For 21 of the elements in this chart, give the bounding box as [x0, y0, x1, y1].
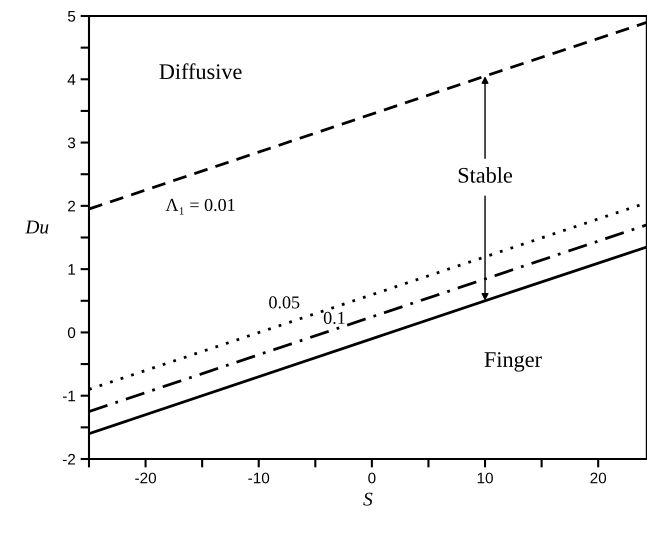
y-tick-label: 4 — [68, 74, 76, 85]
annotation: Diffusive — [159, 63, 242, 80]
y-tick-label: -1 — [62, 390, 76, 402]
y-tick-label: 0 — [68, 327, 76, 338]
x-tick-label: 20 — [590, 472, 606, 484]
x-axis-title: S — [363, 492, 372, 506]
y-axis-title: Du — [25, 220, 48, 234]
x-tick-label: -10 — [248, 472, 270, 484]
y-tick-label: 5 — [68, 11, 76, 22]
annotation: Stable — [458, 167, 512, 183]
y-tick-label: 3 — [68, 137, 76, 148]
x-tick-label: 0 — [368, 472, 376, 484]
annotation: Finger — [484, 352, 542, 372]
y-tick-label: 1 — [68, 264, 76, 275]
y-tick-label: 2 — [68, 200, 76, 212]
annotation: 0.1 — [324, 312, 345, 324]
x-tick-label: 10 — [478, 472, 493, 484]
annotation: 0.05 — [269, 296, 300, 309]
y-tick-label: -2 — [62, 454, 76, 465]
annotation: Λ₁ = 0.01 — [166, 198, 235, 214]
x-tick-label: -20 — [135, 472, 156, 484]
